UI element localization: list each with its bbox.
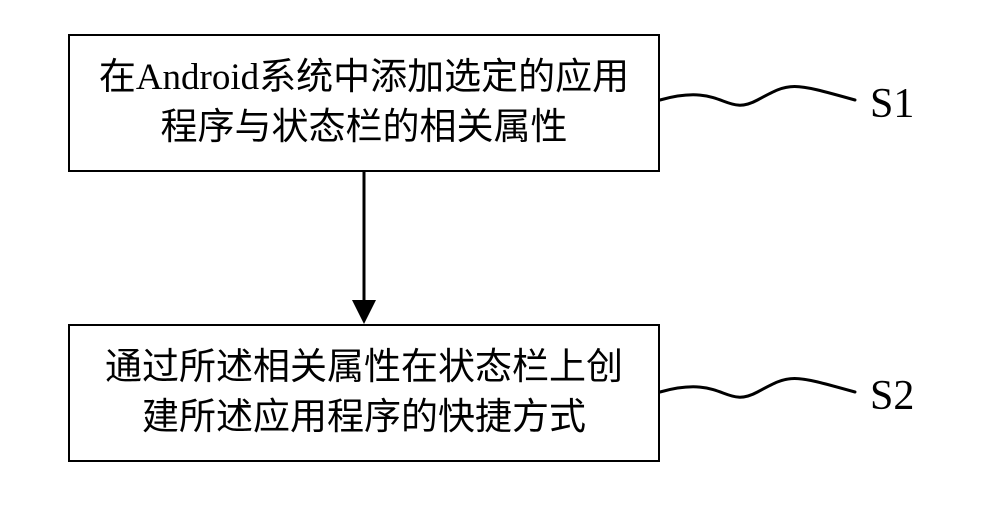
callout-connector-s1 xyxy=(660,87,855,106)
flow-node-s2: 通过所述相关属性在状态栏上创建所述应用程序的快捷方式 xyxy=(68,324,660,462)
step-label-s2: S2 xyxy=(870,372,914,420)
flow-node-s2-text: 通过所述相关属性在状态栏上创建所述应用程序的快捷方式 xyxy=(105,343,623,443)
arrow-s1-to-s2 xyxy=(352,172,376,324)
flowchart-canvas: 在Android系统中添加选定的应用程序与状态栏的相关属性 通过所述相关属性在状… xyxy=(0,0,1000,528)
step-label-s1: S1 xyxy=(870,80,914,128)
callout-connector-s2 xyxy=(660,379,855,398)
flow-node-s1: 在Android系统中添加选定的应用程序与状态栏的相关属性 xyxy=(68,34,660,172)
flow-node-s1-text: 在Android系统中添加选定的应用程序与状态栏的相关属性 xyxy=(99,53,629,153)
